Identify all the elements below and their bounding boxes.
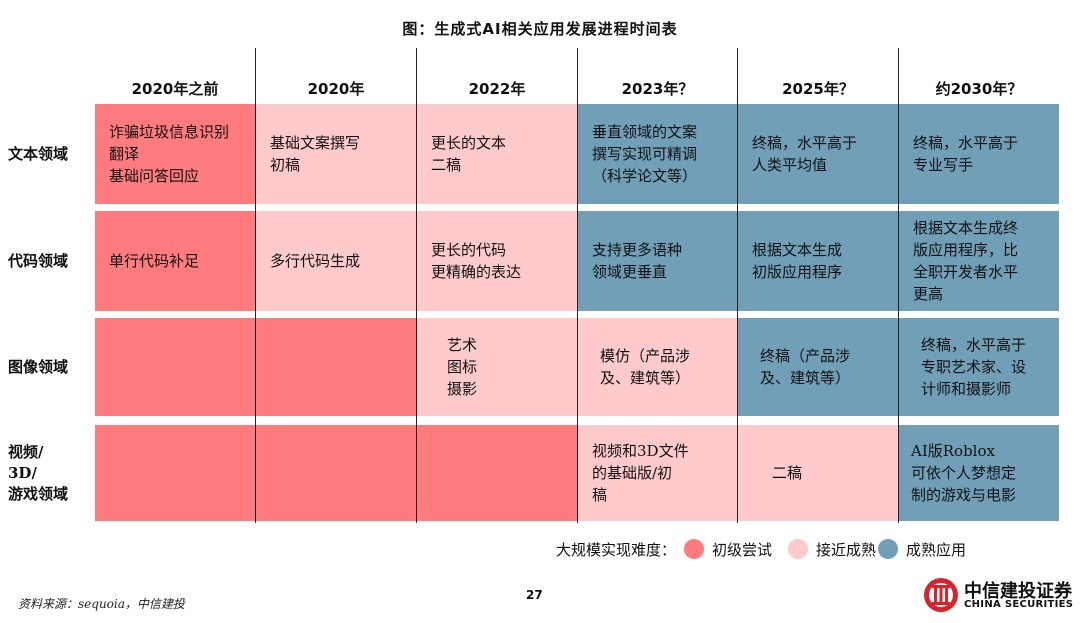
row-label: 文本领域 — [8, 144, 69, 163]
column-header: 2025年？ — [782, 80, 854, 98]
page-number: 27 — [526, 588, 543, 602]
legend-label: 大规模实现难度： — [556, 540, 677, 559]
table-cell: 视频和3D文件 的基础版/初 稿 — [578, 425, 737, 521]
table-cell — [95, 425, 255, 521]
table-cell: 垂直领域的文案 撰写实现可精调 （科学论文等） — [578, 104, 737, 204]
table-cell: 终稿，水平高于 人类平均值 — [738, 104, 898, 204]
column-header: 2020年 — [307, 80, 365, 98]
column-header: 约2030年？ — [935, 80, 1023, 98]
table-cell: 终稿，水平高于 专职艺术家、设 计师和摄影师 — [899, 318, 1059, 416]
legend-item-near: 接近成熟 — [816, 540, 877, 559]
table-cell: 二稿 — [738, 425, 898, 521]
citic-logo-icon — [924, 578, 958, 612]
column-header: 2020年之前 — [131, 80, 219, 98]
column-divider — [416, 48, 417, 523]
column-header: 2022年 — [468, 80, 526, 98]
column-divider — [737, 48, 738, 523]
column-divider — [577, 48, 578, 523]
table-cell: 单行代码补足 — [95, 211, 255, 311]
legend-dot-initial — [684, 539, 705, 559]
legend-dot-near — [788, 539, 809, 559]
row-label: 代码领域 — [8, 251, 69, 270]
column-divider — [255, 48, 256, 523]
company-logo: 中信建投证券 CHINA SECURITIES — [922, 575, 1074, 615]
table-cell: 更长的文本 二稿 — [417, 104, 577, 204]
table-cell: 多行代码生成 — [256, 211, 416, 311]
row-label: 图像领域 — [8, 357, 69, 376]
table-cell: 模仿（产品涉 及、建筑等） — [578, 318, 737, 416]
row-label: 视频/ 3D/ 游戏领域 — [8, 442, 69, 503]
table-cell: 基础文案撰写 初稿 — [256, 104, 416, 204]
table-cell: 支持更多语种 领域更垂直 — [578, 211, 737, 311]
table-cell — [95, 318, 255, 416]
table-cell: 终稿（产品涉 及、建筑等） — [738, 318, 898, 416]
legend-item-initial: 初级尝试 — [712, 540, 773, 559]
logo-cn-text: 中信建投证券 — [964, 581, 1072, 602]
logo-en-text: CHINA SECURITIES — [964, 599, 1074, 610]
table-cell: 更长的代码 更精确的表达 — [417, 211, 577, 311]
column-divider — [898, 48, 899, 523]
table-cell — [256, 318, 416, 416]
legend-dot-mature — [878, 539, 899, 559]
page-title: 图：生成式AI相关应用发展进程时间表 — [402, 20, 678, 38]
column-header: 2023年？ — [621, 80, 694, 98]
legend: 大规模实现难度： 初级尝试 接近成熟 成熟应用 — [556, 538, 966, 560]
source-note: 资料来源：sequoia，中信建投 — [18, 597, 185, 611]
table-cell — [417, 425, 577, 521]
table-cell: 根据文本生成 初版应用程序 — [738, 211, 898, 311]
table-cell: AI版Roblox 可依个人梦想定 制的游戏与电影 — [899, 425, 1059, 521]
table-cell: 根据文本生成终 版应用程序，比 全职开发者水平 更高 — [899, 211, 1059, 311]
legend-item-mature: 成熟应用 — [906, 540, 967, 559]
table-cell — [256, 425, 416, 521]
table-cell: 诈骗垃圾信息识别 翻译 基础问答回应 — [95, 104, 255, 204]
table-cell: 艺术 图标 摄影 — [417, 318, 577, 416]
table-cell: 终稿，水平高于 专业写手 — [899, 104, 1059, 204]
